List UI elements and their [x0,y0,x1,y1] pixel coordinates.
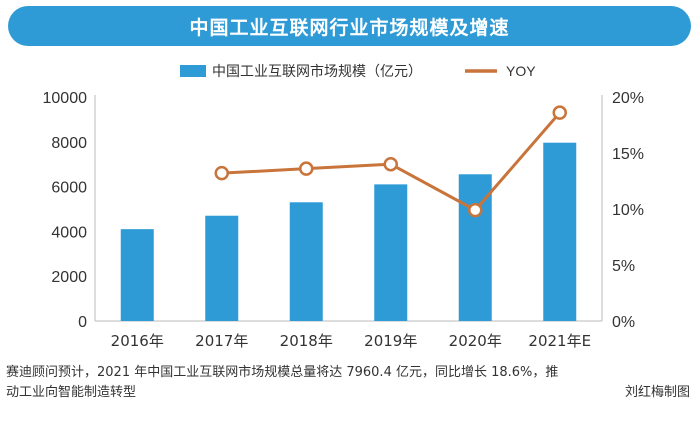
yoy-point [552,105,567,120]
legend-bar-label: 中国工业互联网市场规模（亿元） [212,63,422,80]
x-tick-label: 2016年 [111,332,164,350]
x-tick-label: 2019年 [364,332,417,350]
caption-line-1: 赛迪顾问预计，2021 年中国工业互联网市场规模总量将达 7960.4 亿元，同… [6,365,559,380]
yoy-point [214,165,229,181]
yoy-point [299,161,314,176]
yoy-point [468,202,483,218]
x-tick-label: 2017年 [195,332,248,350]
x-tick-label: 2018年 [280,332,333,350]
y-left-tick-label: 8000 [51,135,87,152]
y-right-tick-label: 5% [612,258,635,275]
bar [543,142,577,321]
y-left-tick-label: 0 [78,314,87,331]
y-left-tick-label: 4000 [51,224,87,241]
legend-line-label: YOY [506,63,536,79]
bar [205,215,239,321]
caption: 赛迪顾问预计，2021 年中国工业互联网市场规模总量将达 7960.4 亿元，同… [6,363,690,403]
x-tick-label: 2021年E [528,332,591,350]
bar [374,184,408,321]
y-left-tick-label: 10000 [43,90,88,107]
chart-title-banner: 中国工业互联网行业市场规模及增速 [8,6,691,46]
bar [289,202,323,321]
y-right-tick-label: 10% [612,202,644,219]
x-tick-label: 2020年 [449,332,502,350]
chart-svg: 0 2000 4000 6000 8000 10000 0% 5% 10% 15% 20% 2016年… [43,63,645,350]
y-left-tick-label: 2000 [51,269,87,286]
y-right-tick-label: 15% [612,146,644,163]
legend-bar-swatch [180,65,206,77]
caption-credit: 刘红梅制图 [624,385,690,400]
y-right-tick-label: 20% [612,90,644,107]
chart-title: 中国工业互联网行业市场规模及增速 [189,16,510,39]
caption-line-2: 动工业向智能制造转型 [6,385,137,400]
yoy-point [383,156,398,172]
bar [120,229,154,321]
y-left-tick-label: 6000 [51,180,87,197]
y-right-tick-label: 0% [612,314,635,331]
